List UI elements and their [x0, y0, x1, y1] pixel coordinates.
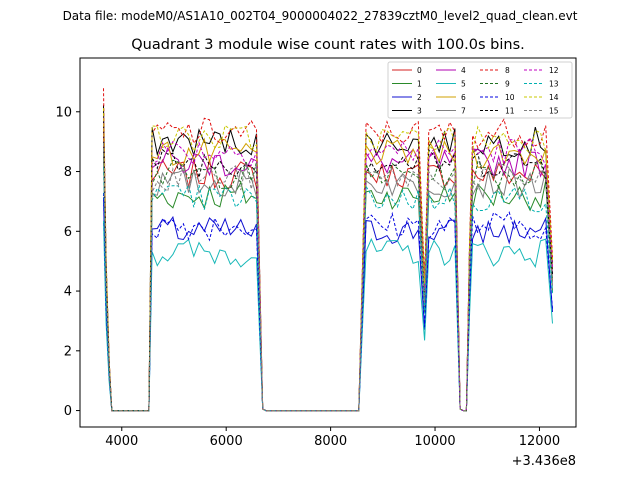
- y-tick-label: 2: [64, 344, 72, 359]
- series-line-11: [103, 121, 553, 412]
- series-line-13: [103, 167, 553, 412]
- series-line-5: [103, 220, 553, 412]
- chart-title: Quadrant 3 module wise count rates with …: [131, 37, 525, 53]
- x-tick-label: 8000: [314, 434, 347, 449]
- legend-label: 6: [461, 93, 466, 102]
- header-text: Data file: modeM0/AS1A10_002T04_90000040…: [63, 9, 578, 23]
- y-tick-label: 4: [64, 285, 72, 300]
- legend-label: 14: [549, 93, 559, 102]
- y-tick-label: 8: [64, 165, 72, 180]
- legend-label: 7: [461, 106, 466, 115]
- legend-label: 15: [549, 106, 559, 115]
- series-line-4: [103, 129, 553, 412]
- series-line-7: [103, 149, 553, 412]
- x-tick-label: 4000: [105, 434, 138, 449]
- x-offset-label: +3.436e8: [512, 454, 576, 469]
- legend-label: 8: [505, 66, 510, 75]
- y-tick-label: 6: [64, 225, 72, 240]
- series-line-2: [103, 197, 553, 412]
- legend-label: 4: [461, 66, 466, 75]
- legend-label: 0: [417, 66, 422, 75]
- series-line-8: [103, 88, 553, 412]
- legend-box: [387, 61, 573, 119]
- series-line-3: [103, 105, 553, 412]
- legend-label: 5: [461, 79, 466, 88]
- x-tick-label: 10000: [414, 434, 455, 449]
- legend-label: 10: [505, 93, 515, 102]
- x-tick-label: 6000: [210, 434, 243, 449]
- series-line-14: [103, 108, 553, 412]
- series-line-15: [103, 143, 553, 412]
- axis-layer: 4000 6000 8000 10000 12000 0 2 4 6 8 10: [55, 105, 560, 449]
- plot-area: [80, 58, 576, 427]
- legend-label: 11: [505, 106, 515, 115]
- series-layer: [103, 88, 553, 412]
- legend-label: 1: [417, 79, 422, 88]
- y-tick-label: 10: [55, 105, 72, 120]
- series-line-1: [103, 154, 553, 412]
- series-line-10: [103, 192, 553, 412]
- y-tick-label: 0: [64, 404, 72, 419]
- legend-label: 13: [549, 79, 559, 88]
- series-line-6: [103, 122, 553, 412]
- series-line-12: [103, 117, 553, 412]
- plot-frame: [79, 57, 577, 428]
- x-tick-label: 12000: [519, 434, 560, 449]
- legend-label: 2: [417, 93, 422, 102]
- legend-label: 12: [549, 66, 559, 75]
- legend-label: 3: [417, 106, 422, 115]
- legend-label: 9: [505, 79, 510, 88]
